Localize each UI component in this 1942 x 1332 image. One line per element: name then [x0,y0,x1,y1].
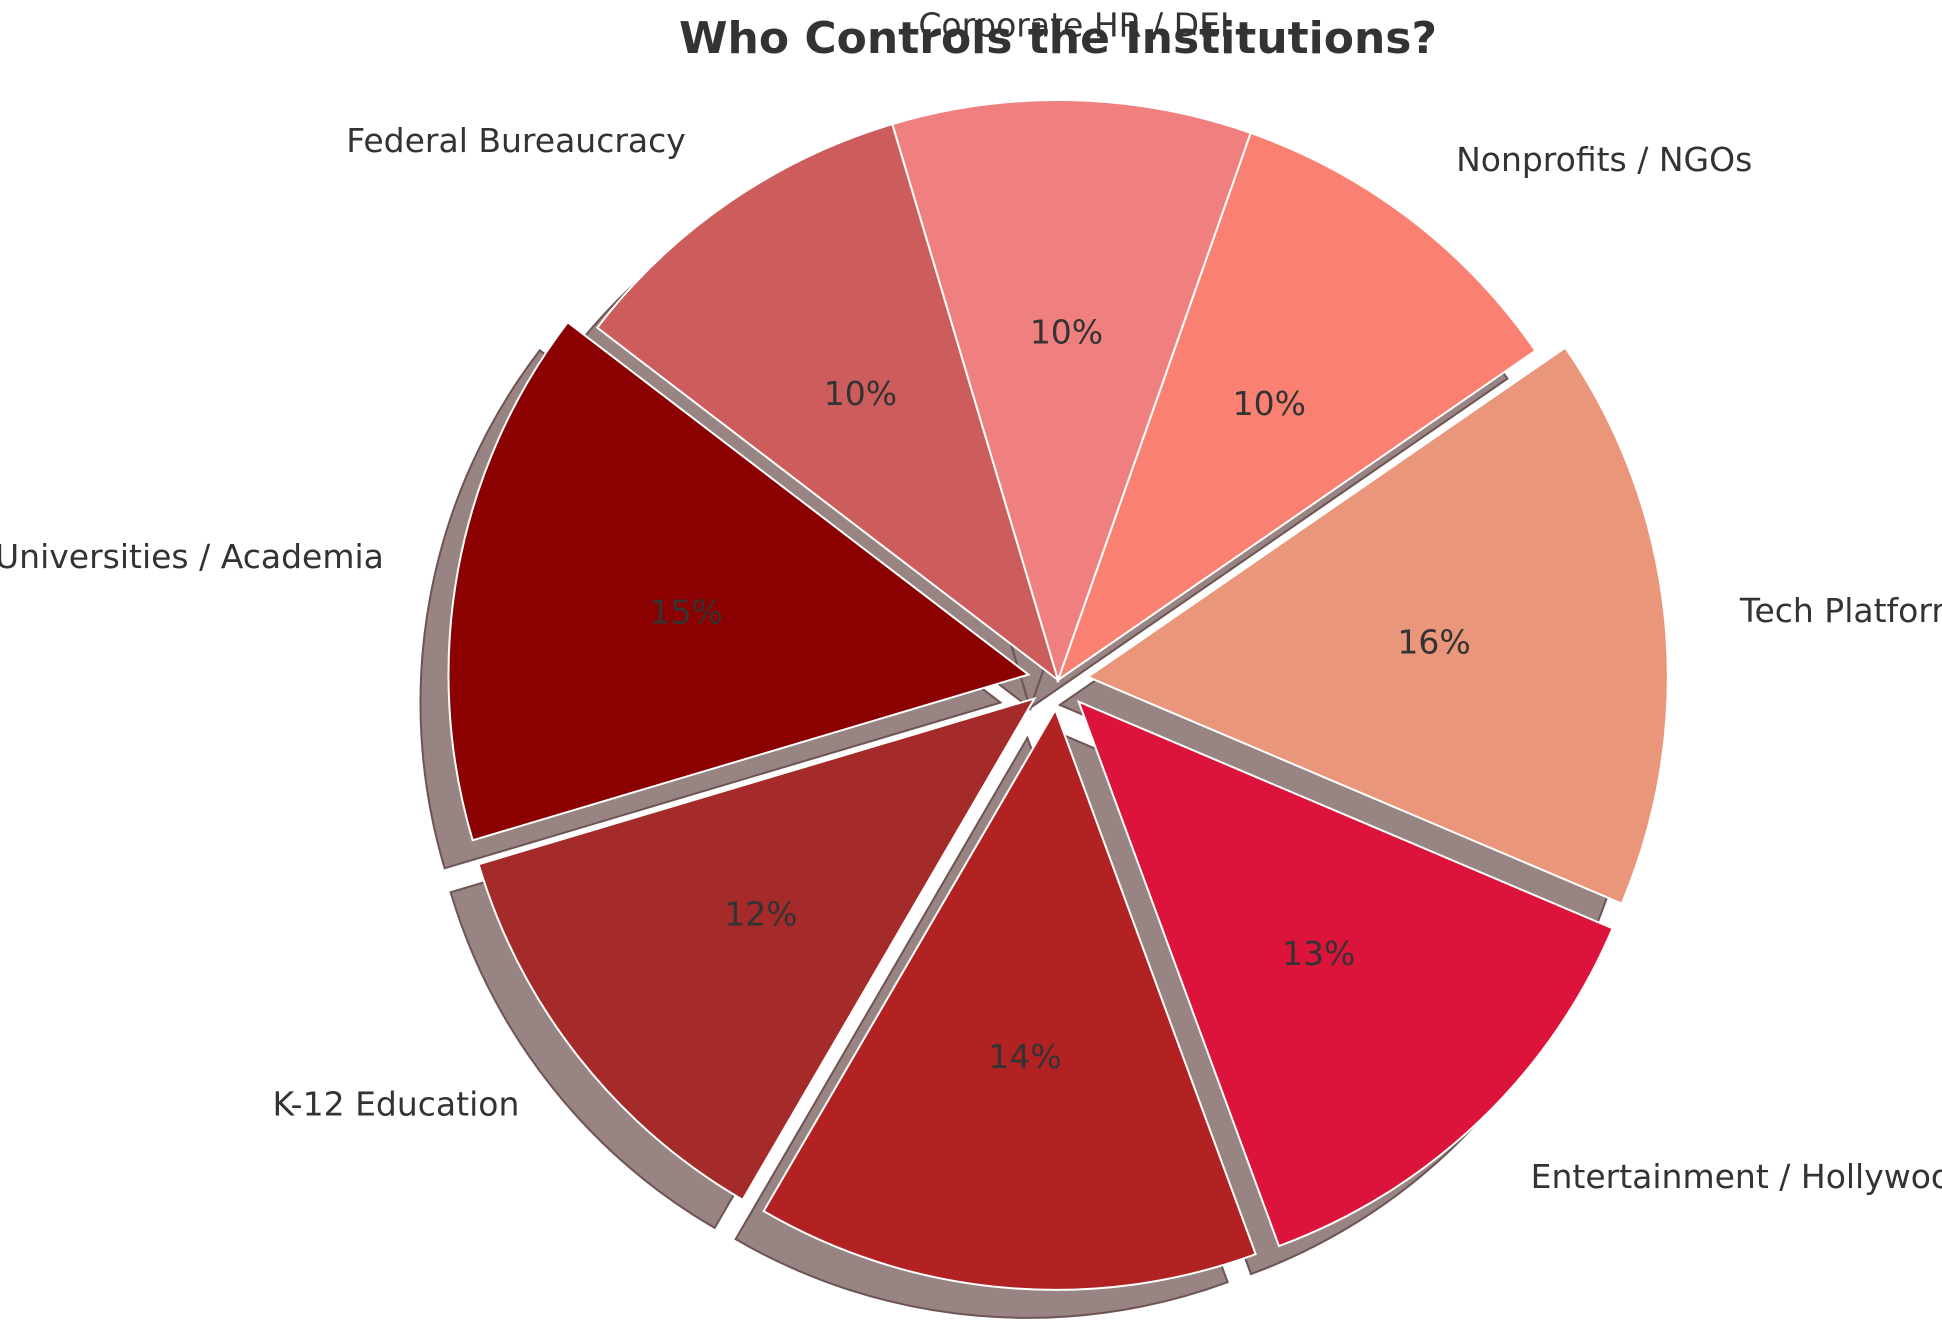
category-label-k-12-education: K-12 Education [273,1084,520,1123]
pie-slice-corporate-hr-dei [891,99,1252,684]
percent-label-nonprofits-ngos: 10% [1233,384,1306,423]
category-label-universities-academia: Universities / Academia [0,537,384,576]
pie-slice-tech-platforms [1085,346,1669,905]
slice-layer [447,99,1669,1291]
percent-label-corporate-hr-dei: 10% [1030,313,1103,352]
category-label-corporate-hr-dei: Corporate HR / DEI [918,5,1229,44]
percent-label-universities-academia: 15% [650,592,723,631]
pie-slice-universities-academia [447,320,1031,842]
percent-label-federal-bureaucracy: 10% [824,374,897,413]
percent-label-news-media: 14% [988,1037,1061,1076]
pie-slice-nonprofits-ngos [1056,131,1537,683]
percent-label-tech-platforms: 16% [1397,622,1470,661]
category-label-nonprofits-ngos: Nonprofits / NGOs [1456,140,1752,179]
pie-slice-news-media [762,707,1257,1291]
pie-slice-federal-bureaucracy [595,122,1060,683]
pie-slice-entertainment-hollywood [1076,699,1614,1248]
category-label-federal-bureaucracy: Federal Bureaucracy [346,121,686,160]
category-label-layer: Tech Platforms Nonprofits / NGOs Corporate… [0,5,1942,1196]
percent-label-k-12-education: 12% [724,894,797,933]
category-label-tech-platforms: Tech Platforms [1739,591,1942,630]
category-label-entertainment-hollywood: Entertainment / Hollywood [1531,1157,1942,1196]
percent-label-entertainment-hollywood: 13% [1282,934,1355,973]
chart-title: Who Controls the Institutions? [679,13,1437,64]
percent-label-layer: 16% 10% 10% 10% 15% 12% 14% 13% [650,313,1471,1076]
pie-slice-k-12-education [477,696,1037,1202]
